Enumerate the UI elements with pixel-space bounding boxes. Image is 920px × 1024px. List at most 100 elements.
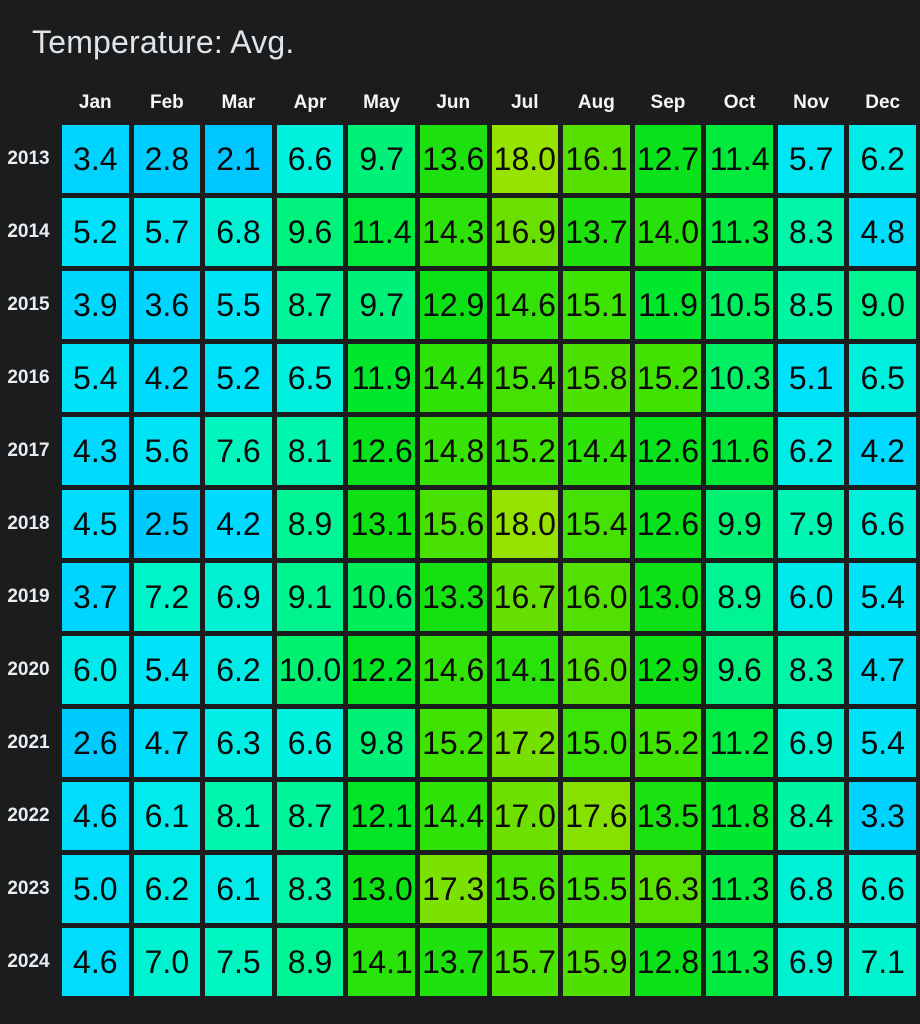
heatmap-cell-2014-jan: 5.2	[62, 198, 129, 266]
heatmap-cell-2022-apr: 8.7	[276, 782, 344, 850]
heatmap-cell-2013-jan: 3.4	[62, 125, 129, 193]
heatmap-cell-2023-may: 13.0	[348, 855, 415, 923]
heatmap-cell-2017-mar: 7.6	[205, 417, 272, 485]
heatmap-cell-2024-may: 14.1	[348, 928, 415, 996]
heatmap-cell-2020-feb: 5.4	[133, 636, 201, 704]
row-label-2023: 2023	[7, 878, 50, 899]
heatmap-cell-2018-jul: 18.0	[491, 490, 559, 558]
heatmap-cell-2019-feb: 7.2	[133, 563, 201, 631]
heatmap-cell-2022-oct: 11.8	[706, 782, 773, 850]
column-header-may: May	[363, 92, 401, 113]
heatmap-cell-2024-sep: 12.8	[634, 928, 702, 996]
heatmap-cell-2013-oct: 11.4	[706, 125, 773, 193]
row-label-2016: 2016	[7, 367, 50, 388]
heatmap-cell-2024-apr: 8.9	[276, 928, 344, 996]
heatmap-cell-2018-aug: 15.4	[563, 490, 630, 558]
heatmap-cell-2019-nov: 6.0	[777, 563, 845, 631]
heatmap-cell-2013-dec: 6.2	[849, 125, 916, 193]
heatmap-cell-2015-jan: 3.9	[62, 271, 129, 339]
heatmap-cell-2018-may: 13.1	[348, 490, 415, 558]
heatmap-cell-2022-dec: 3.3	[849, 782, 916, 850]
heatmap-cell-2023-jul: 15.6	[491, 855, 559, 923]
heatmap-cell-2018-feb: 2.5	[133, 490, 201, 558]
heatmap-cell-2015-jun: 12.9	[419, 271, 487, 339]
heatmap-cell-2023-sep: 16.3	[634, 855, 702, 923]
heatmap-cell-2019-may: 10.6	[348, 563, 415, 631]
heatmap-cell-2022-jun: 14.4	[419, 782, 487, 850]
page-title: Temperature: Avg.	[32, 24, 295, 60]
heatmap-cell-2017-sep: 12.6	[634, 417, 702, 485]
heatmap-cell-2023-aug: 15.5	[563, 855, 630, 923]
heatmap-cell-2020-mar: 6.2	[205, 636, 272, 704]
heatmap-cell-2024-mar: 7.5	[205, 928, 272, 996]
heatmap-cell-2018-nov: 7.9	[777, 490, 845, 558]
heatmap-cell-2022-feb: 6.1	[133, 782, 201, 850]
heatmap-cell-2020-nov: 8.3	[777, 636, 845, 704]
row-label-2017: 2017	[7, 440, 50, 461]
heatmap-cell-2021-jan: 2.6	[62, 709, 129, 777]
heatmap-cell-2022-sep: 13.5	[634, 782, 702, 850]
heatmap-cell-2017-jun: 14.8	[419, 417, 487, 485]
heatmap-cell-2016-sep: 15.2	[634, 344, 702, 412]
heatmap-cell-2023-jan: 5.0	[62, 855, 129, 923]
heatmap-cell-2023-apr: 8.3	[276, 855, 344, 923]
heatmap-cell-2015-oct: 10.5	[706, 271, 773, 339]
heatmap-cell-2019-apr: 9.1	[276, 563, 344, 631]
heatmap-cell-2024-aug: 15.9	[563, 928, 630, 996]
row-label-2013: 2013	[7, 148, 50, 169]
heatmap-cell-2014-apr: 9.6	[276, 198, 344, 266]
heatmap-cell-2019-jul: 16.7	[491, 563, 559, 631]
column-header-mar: Mar	[221, 92, 256, 113]
heatmap-cell-2022-nov: 8.4	[777, 782, 845, 850]
heatmap-cell-2019-jan: 3.7	[62, 563, 129, 631]
heatmap-cell-2023-oct: 11.3	[706, 855, 773, 923]
heatmap-cell-2023-mar: 6.1	[205, 855, 272, 923]
column-header-oct: Oct	[723, 92, 756, 113]
heatmap-cell-2016-jul: 15.4	[491, 344, 559, 412]
heatmap-cell-2016-may: 11.9	[348, 344, 415, 412]
heatmap-cell-2014-nov: 8.3	[777, 198, 845, 266]
column-header-sep: Sep	[650, 92, 686, 113]
heatmap-cell-2021-jul: 17.2	[491, 709, 559, 777]
heatmap-cell-2021-oct: 11.2	[706, 709, 773, 777]
row-label-2021: 2021	[7, 732, 50, 753]
heatmap-cell-2019-jun: 13.3	[419, 563, 487, 631]
heatmap-cell-2022-aug: 17.6	[563, 782, 630, 850]
heatmap-cell-2013-jun: 13.6	[419, 125, 487, 193]
heatmap-cell-2023-feb: 6.2	[133, 855, 201, 923]
heatmap-cell-2018-jan: 4.5	[62, 490, 129, 558]
heatmap-cell-2017-feb: 5.6	[133, 417, 201, 485]
heatmap-cell-2024-jun: 13.7	[419, 928, 487, 996]
heatmap-cell-2021-sep: 15.2	[634, 709, 702, 777]
heatmap-cell-2022-jan: 4.6	[62, 782, 129, 850]
heatmap-cell-2019-oct: 8.9	[706, 563, 773, 631]
heatmap-cell-2020-sep: 12.9	[634, 636, 702, 704]
heatmap-cell-2020-jan: 6.0	[62, 636, 129, 704]
row-label-2014: 2014	[7, 221, 50, 242]
heatmap-cell-2015-dec: 9.0	[849, 271, 916, 339]
heatmap-cell-2024-jan: 4.6	[62, 928, 129, 996]
heatmap-cell-2018-dec: 6.6	[849, 490, 916, 558]
heatmap-cell-2019-dec: 5.4	[849, 563, 916, 631]
heatmap-cell-2013-jul: 18.0	[491, 125, 559, 193]
column-header-dec: Dec	[865, 92, 901, 113]
heatmap-cell-2015-jul: 14.6	[491, 271, 559, 339]
heatmap-cell-2016-jan: 5.4	[62, 344, 129, 412]
heatmap-cell-2014-dec: 4.8	[849, 198, 916, 266]
heatmap-cell-2021-apr: 6.6	[276, 709, 344, 777]
heatmap-cell-2013-may: 9.7	[348, 125, 415, 193]
heatmap-cell-2017-aug: 14.4	[563, 417, 630, 485]
heatmap-cell-2014-sep: 14.0	[634, 198, 702, 266]
heatmap-cell-2024-jul: 15.7	[491, 928, 559, 996]
heatmap-cell-2013-sep: 12.7	[634, 125, 702, 193]
heatmap-cell-2022-jul: 17.0	[491, 782, 559, 850]
heatmap-cell-2015-mar: 5.5	[205, 271, 272, 339]
heatmap-cell-2014-jun: 14.3	[419, 198, 487, 266]
heatmap-cell-2016-aug: 15.8	[563, 344, 630, 412]
heatmap-cell-2021-may: 9.8	[348, 709, 415, 777]
heatmap-cell-2020-may: 12.2	[348, 636, 415, 704]
heatmap-cell-2019-mar: 6.9	[205, 563, 272, 631]
heatmap-cell-2015-aug: 15.1	[563, 271, 630, 339]
heatmap-cell-2018-sep: 12.6	[634, 490, 702, 558]
